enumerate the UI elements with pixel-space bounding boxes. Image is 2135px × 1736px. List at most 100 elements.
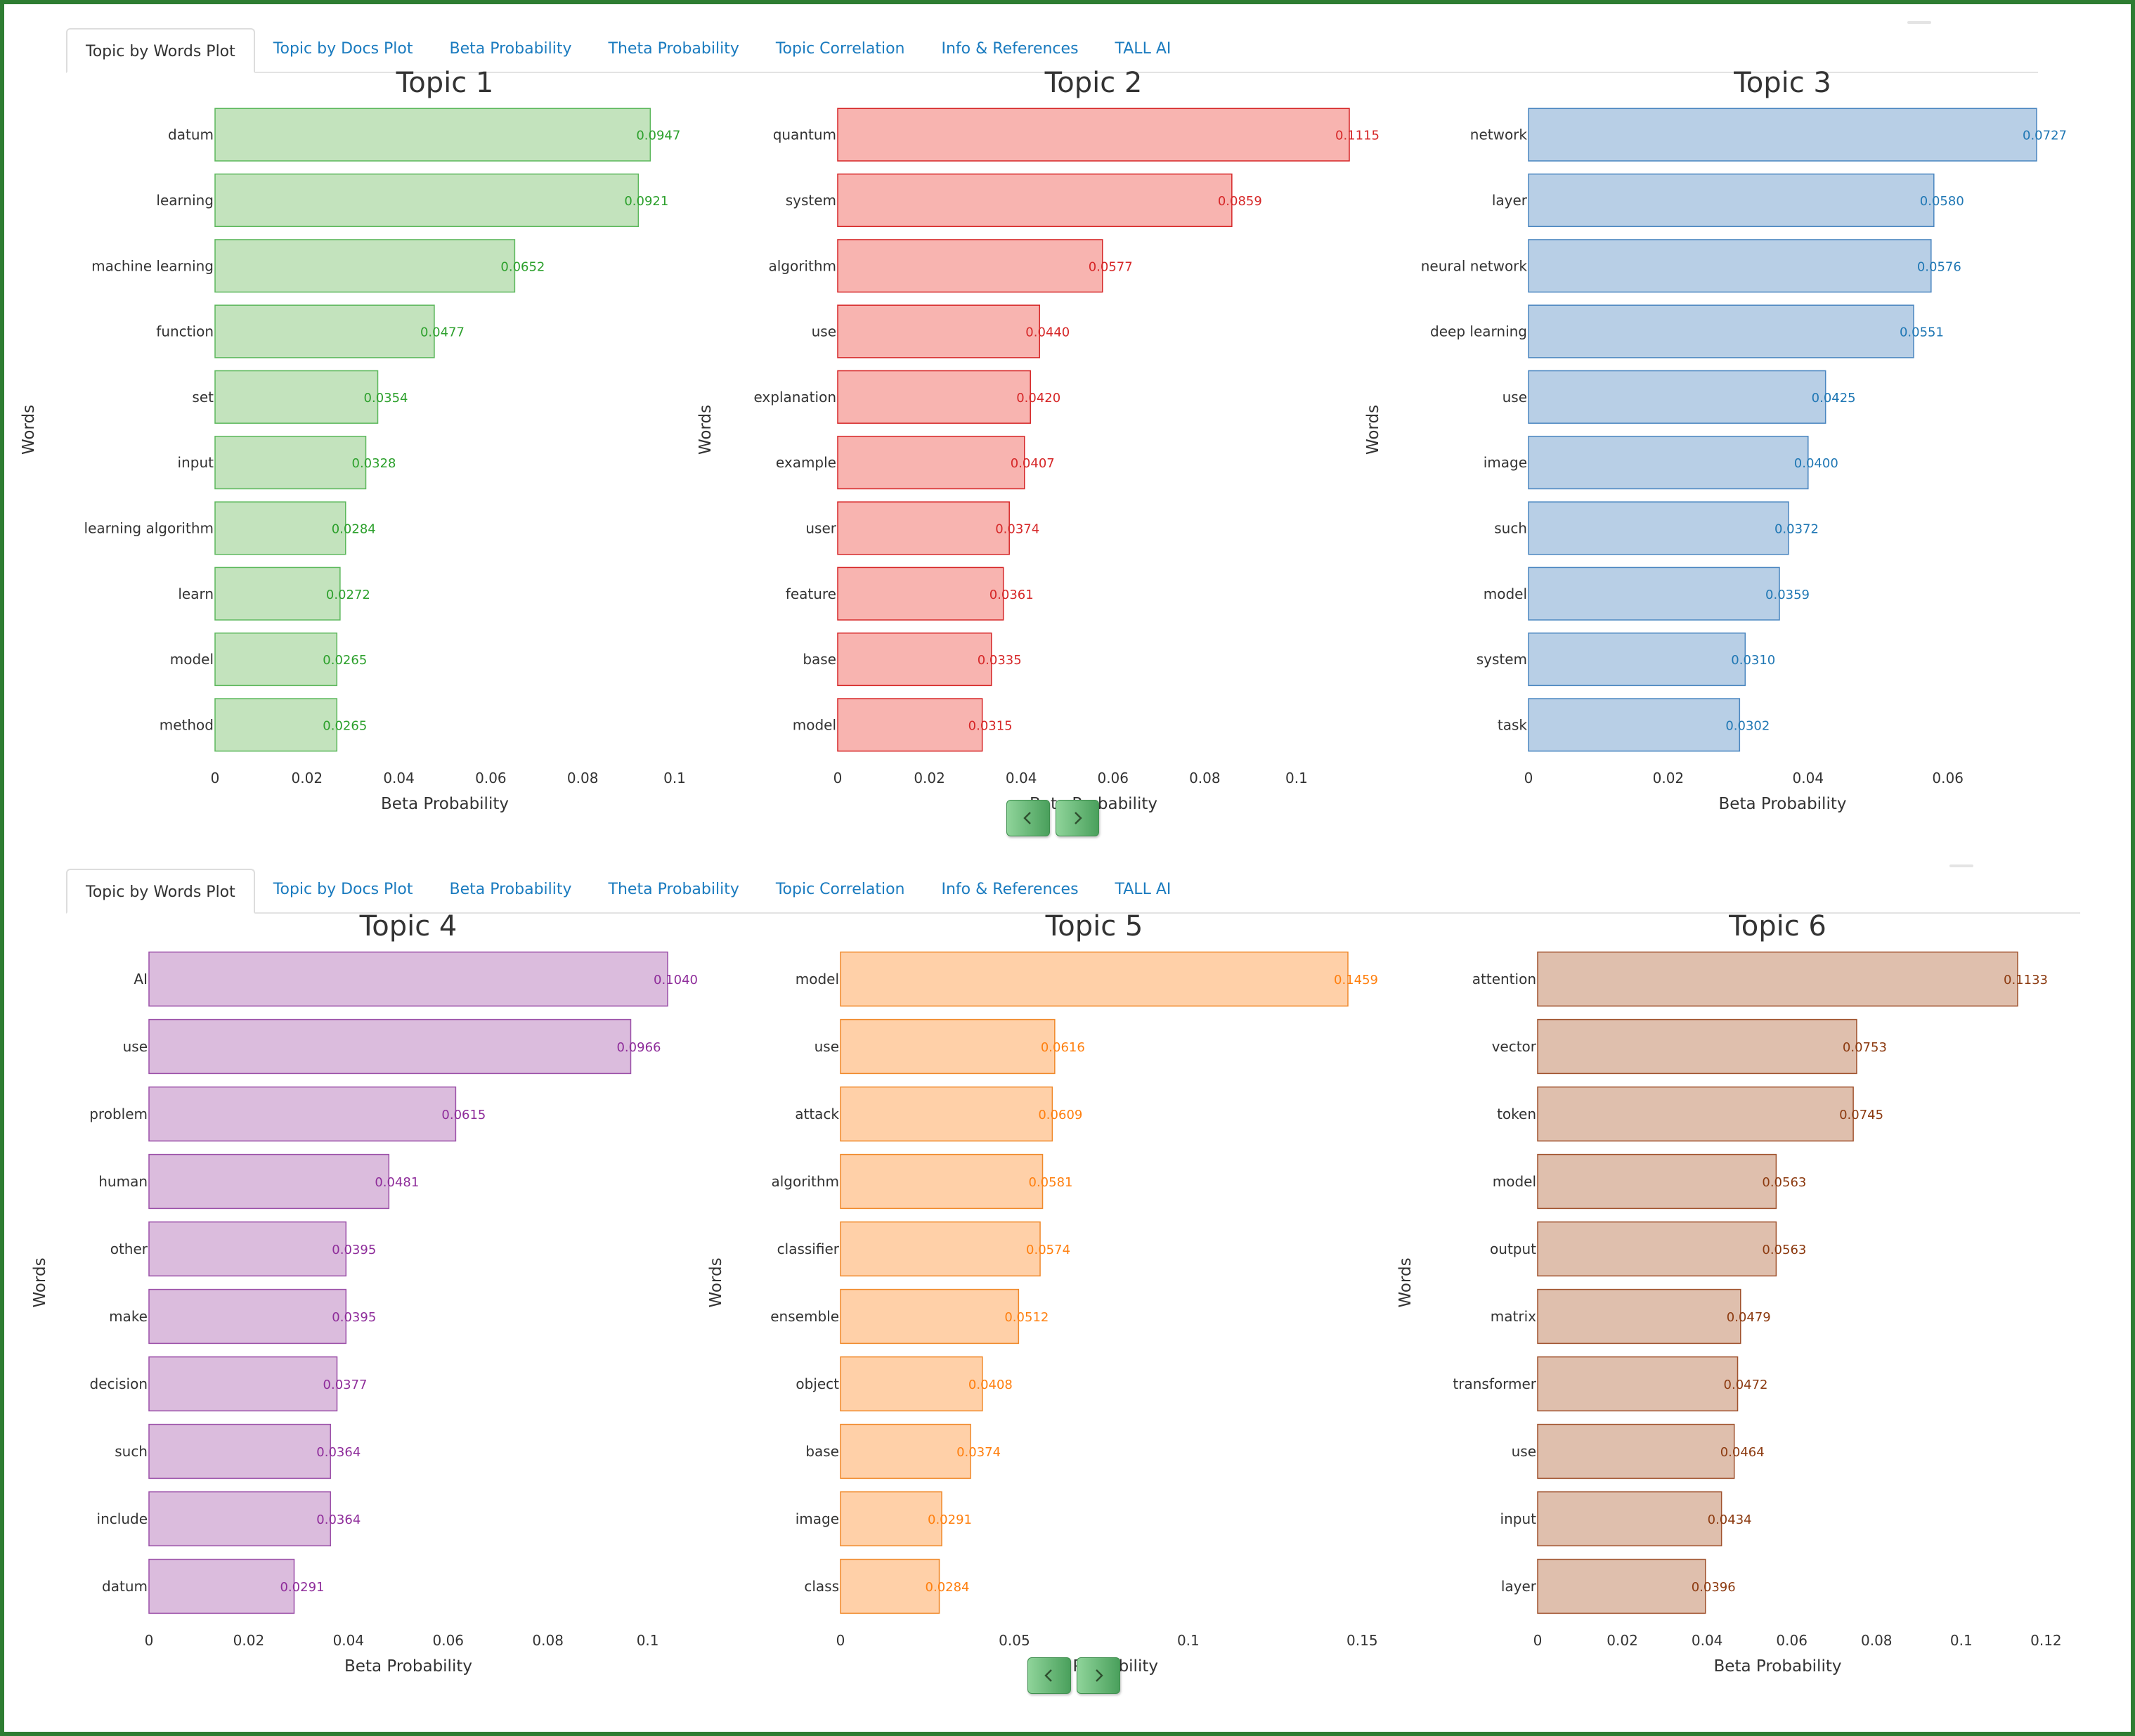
tab-tall-ai[interactable]: TALL AI [1115,881,1172,898]
bar-algorithm[interactable] [837,239,1103,293]
bar-input[interactable] [214,436,367,490]
previous-chart-button[interactable] [1006,800,1050,836]
next-chart-button[interactable] [1056,800,1099,836]
word-label: layer [1501,1578,1537,1595]
bar-human[interactable] [148,1153,390,1210]
value-label: 0.1133 [2004,973,2048,987]
value-label: 0.0291 [928,1512,972,1527]
bar-layer[interactable] [1537,1558,1706,1614]
bar-algorithm[interactable] [840,1153,1044,1210]
bar-datum[interactable] [214,108,651,162]
previous-chart-button[interactable] [1027,1657,1071,1694]
bar-layer[interactable] [1528,173,1935,228]
tab-topic-by-words-plot[interactable]: Topic by Words Plot [66,28,255,73]
bar-ai[interactable] [148,951,668,1007]
bar-use[interactable] [148,1018,632,1075]
word-label: such [1494,519,1527,536]
bar-include[interactable] [148,1491,332,1547]
bar-input[interactable] [1537,1491,1722,1547]
bar-base[interactable] [837,632,992,687]
next-chart-button[interactable] [1077,1657,1120,1694]
tab-tall-ai[interactable]: TALL AI [1115,40,1172,58]
bar-other[interactable] [148,1221,347,1277]
bar-vector[interactable] [1537,1018,1857,1075]
bar-classifier[interactable] [840,1221,1041,1277]
bar-make[interactable] [148,1288,347,1345]
bar-attention[interactable] [1537,951,2018,1007]
bar-such[interactable] [1528,501,1789,555]
bar-system[interactable] [1528,632,1746,687]
bar-object[interactable] [840,1356,983,1412]
bar-model[interactable] [1528,566,1780,621]
bar-matrix[interactable] [1537,1288,1741,1345]
tab-topic-correlation[interactable]: Topic Correlation [775,40,905,58]
bar-problem[interactable] [148,1086,457,1142]
bar-use[interactable] [1537,1423,1735,1479]
bar-token[interactable] [1537,1086,1854,1142]
bar-use[interactable] [840,1018,1056,1075]
topic-1-chart: Topic 1 datum 0.0947 learning 0.0921 machine … [20,67,686,813]
tab-topic-by-docs-plot[interactable]: Topic by Docs Plot [273,40,413,58]
bar-neural-network[interactable] [1528,239,1932,293]
bar-use[interactable] [1528,370,1826,424]
bar-learning-algorithm[interactable] [214,501,346,555]
tab-topic-by-docs-plot[interactable]: Topic by Docs Plot [273,881,413,898]
bar-feature[interactable] [837,566,1004,621]
value-label: 0.0563 [1762,1243,1806,1257]
bar-model[interactable] [214,632,338,687]
bar-such[interactable] [148,1423,332,1479]
bar-learn[interactable] [214,566,341,621]
bar-transformer[interactable] [1537,1356,1739,1412]
bar-model[interactable] [1537,1153,1777,1210]
bar-use[interactable] [837,304,1041,358]
bar-class[interactable] [840,1558,940,1614]
word-label: ensemble [770,1308,839,1325]
bar-learning[interactable] [214,173,640,228]
x-tick-label: 0.1 [637,1632,659,1649]
tab-info-references[interactable]: Info & References [941,40,1079,58]
value-label: 0.0395 [332,1310,376,1325]
bar-datum[interactable] [148,1558,295,1614]
bar-machine-learning[interactable] [214,239,516,293]
bar-set[interactable] [214,370,379,424]
tab-topic-correlation[interactable]: Topic Correlation [775,881,905,898]
bar-method[interactable] [214,698,338,752]
tab-beta-probability[interactable]: Beta Probability [449,881,572,898]
bar-task[interactable] [1528,698,1741,752]
bar-example[interactable] [837,436,1025,490]
bar-system[interactable] [837,173,1233,228]
bar-output[interactable] [1537,1221,1777,1277]
bar-attack[interactable] [840,1086,1053,1142]
bar-image[interactable] [1528,436,1809,490]
bar-ensemble[interactable] [840,1288,1020,1345]
topic-6-chart: Topic 6 attention 0.1133 vector 0.0753 token 0… [1396,910,2062,1676]
word-label: use [1503,389,1527,406]
tab-beta-probability[interactable]: Beta Probability [449,40,572,58]
chart-title: Topic 1 [396,67,494,99]
bar-deep-learning[interactable] [1528,304,1914,358]
bar-function[interactable] [214,304,435,358]
word-label: class [804,1578,839,1595]
chevron-right-icon [1075,812,1082,824]
chart-title: Topic 6 [1728,910,1826,943]
tab-theta-probability[interactable]: Theta Probability [608,40,739,58]
value-label: 0.0434 [1708,1512,1752,1527]
bar-decision[interactable] [148,1356,338,1412]
value-label: 0.1459 [1334,973,1378,987]
bar-explanation[interactable] [837,370,1031,424]
word-label: use [815,1038,839,1055]
word-label: output [1490,1241,1536,1257]
y-axis-title: Words [1396,1257,1415,1307]
tab-theta-probability[interactable]: Theta Probability [608,881,739,898]
bar-network[interactable] [1528,108,2037,162]
bar-model[interactable] [837,698,983,752]
tab-info-references[interactable]: Info & References [941,881,1079,898]
x-tick-label: 0.1 [1177,1632,1200,1649]
bar-base[interactable] [840,1423,971,1479]
bar-user[interactable] [837,501,1010,555]
bar-image[interactable] [840,1491,942,1547]
bar-quantum[interactable] [837,108,1350,162]
bar-model[interactable] [840,951,1349,1007]
x-tick-label: 0 [211,770,220,786]
tab-topic-by-words-plot[interactable]: Topic by Words Plot [66,869,255,914]
